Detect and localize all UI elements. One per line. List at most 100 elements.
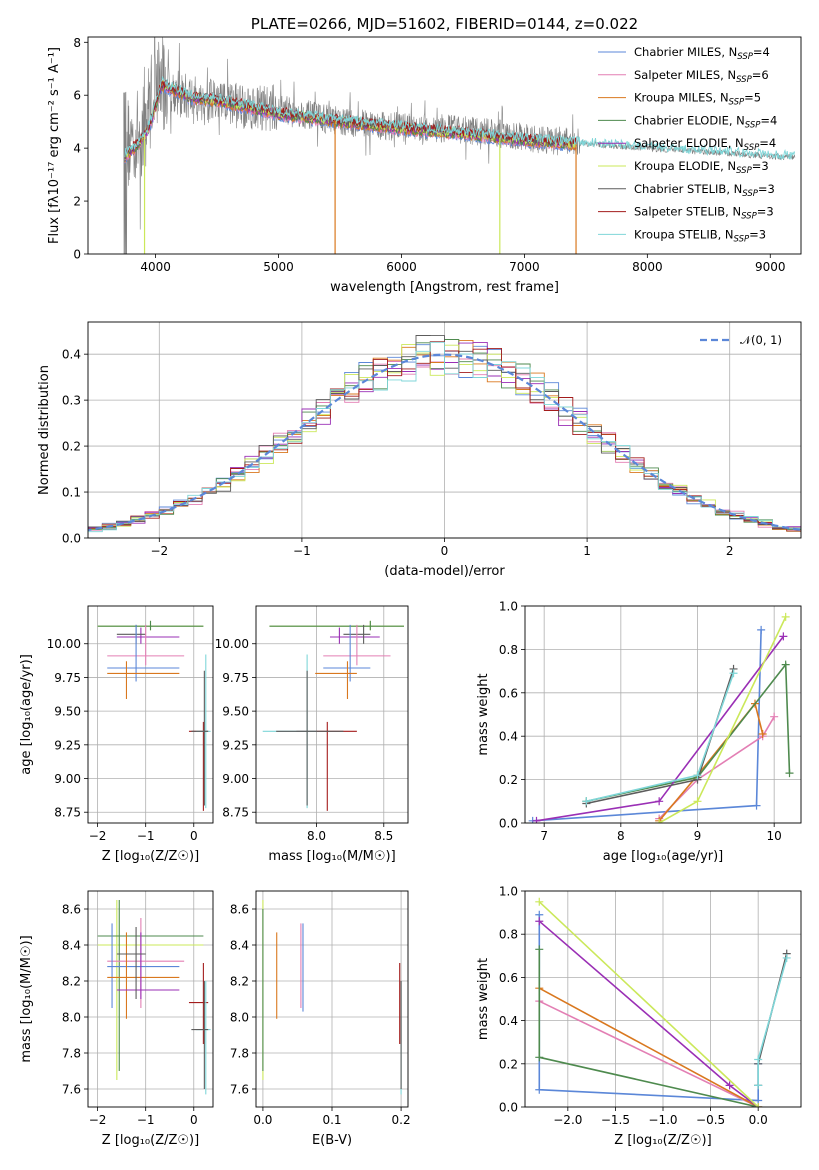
x-tick-label: 0 (190, 829, 198, 843)
weight-marker (535, 917, 544, 926)
y-tick-label: 0.3 (62, 394, 81, 408)
x-axis-label: Z [log₁₀(Z/Z☉)] (102, 1133, 199, 1148)
axes-frame (255, 605, 409, 824)
y-tick-label: 8.75 (222, 806, 249, 820)
axes-frame (524, 605, 802, 824)
x-tick-label: −2 (89, 829, 107, 843)
y-tick-label: 9.25 (222, 738, 249, 752)
x-tick-label: −0.5 (696, 1113, 725, 1127)
y-axis-label: mass [log₁₀(M/M☉)] (19, 935, 34, 1062)
x-tick-label: 8 (617, 829, 625, 843)
errorbar-point (323, 624, 371, 682)
legend: 𝒩(0, 1) (700, 333, 782, 347)
axes-frame (524, 890, 802, 1108)
y-tick-label: 7.8 (230, 1047, 249, 1061)
x-tick-label: 4000 (140, 260, 171, 274)
weight-marker (582, 797, 591, 806)
errorbar-point (315, 661, 357, 699)
legend-label: 𝒩(0, 1) (740, 333, 782, 347)
y-tick-label: 10.00 (215, 637, 249, 651)
plot-area (262, 620, 404, 811)
weight-marker (729, 669, 738, 678)
y-tick-label: 9.00 (222, 772, 249, 786)
y-tick-label: 1.0 (499, 885, 518, 899)
errorbar-point (116, 927, 146, 999)
errorbar-point (323, 624, 391, 666)
y-tick-label: 0.0 (62, 532, 81, 546)
weight-marker (770, 712, 779, 721)
weight-marker (779, 632, 788, 641)
weight-marker (781, 612, 790, 621)
axes-frame (87, 321, 802, 539)
legend-label: Chabrier ELODIE, NSSP=4 (634, 113, 777, 130)
x-tick-label: 0.0 (253, 1113, 272, 1127)
weight-marker (655, 819, 664, 823)
weight-marker (693, 771, 702, 780)
axes-frame (87, 605, 214, 824)
x-tick-label: −1.5 (601, 1113, 630, 1127)
x-tick-label: 7000 (509, 260, 540, 274)
y-tick-label: 0.0 (499, 1101, 518, 1115)
legend-label: Chabrier STELIB, NSSP=3 (634, 182, 775, 199)
y-tick-label: 7.8 (62, 1047, 81, 1061)
y-tick-label: 8.0 (230, 1011, 249, 1025)
y-tick-label: 8.6 (230, 903, 249, 917)
y-axis-label: Flux [fλ10⁻¹⁷ erg cm⁻² s⁻¹ A⁻¹] (47, 47, 62, 244)
errorbar-point (269, 620, 404, 631)
legend-label: Salpeter ELODIE, NSSP=4 (634, 136, 776, 153)
y-tick-label: 0.2 (499, 773, 518, 787)
x-axis-label: wavelength [Angstrom, rest frame] (330, 280, 559, 295)
x-axis-label: age [log₁₀(age/yr)] (603, 849, 724, 864)
weight-marker (535, 1085, 544, 1094)
x-axis-label: Z [log₁₀(Z/Z☉)] (102, 849, 199, 864)
errorbar-point (107, 661, 180, 699)
weight-marker (782, 953, 791, 962)
y-tick-label: 1.0 (499, 600, 518, 614)
legend-label: Salpeter MILES, NSSP=6 (634, 68, 769, 85)
plot-area (262, 900, 402, 1095)
x-tick-label: 10 (767, 829, 782, 843)
weight-line-4 (538, 920, 759, 1107)
panel-weight_vs_Z: −2.0 −1.5 −1.0 −0.5 0.0 0.0 0.2 0.4 0.6 0.8 1.0 Z [… (476, 885, 802, 1148)
y-tick-label: 8.2 (62, 975, 81, 989)
panel-mass_vs_Z: −2 −1 0 7.6 7.8 8.0 8.2 8.4 8.6 Z [log₁₀(Z/Z☉)] ma… (19, 890, 214, 1148)
weight-marker (781, 660, 790, 669)
axes-frame (255, 890, 409, 1108)
plot-area (88, 335, 801, 535)
y-tick-label: 8.75 (54, 806, 81, 820)
errorbar-point (188, 963, 209, 1044)
panel-residuals: −2 −1 0 1 2 0.0 0.1 0.2 0.3 0.4 (data-model)/error… (37, 321, 802, 579)
errorbar-point (97, 620, 204, 631)
axes-frame (87, 36, 802, 255)
x-tick-label: −1 (293, 544, 311, 558)
weight-marker (535, 897, 544, 906)
y-tick-label: 8 (73, 36, 81, 50)
y-tick-label: 0.8 (499, 928, 518, 942)
histogram-8 (88, 341, 801, 533)
weight-marker (655, 797, 664, 806)
model-spectrum-8 (124, 75, 796, 161)
plot-area (535, 897, 791, 1107)
x-tick-label: −1.0 (648, 1113, 677, 1127)
x-tick-label: −2 (150, 544, 168, 558)
axes-frame (87, 890, 214, 1108)
y-tick-label: 7.6 (62, 1083, 81, 1097)
x-tick-label: 0.1 (322, 1113, 341, 1127)
y-tick-label: 0 (73, 248, 81, 262)
errorbar-point (296, 721, 357, 811)
x-tick-label: 0.0 (749, 1113, 768, 1127)
y-axis-label: mass weight (476, 673, 491, 755)
y-tick-label: 0.6 (499, 686, 518, 700)
legend-label: Kroupa ELODIE, NSSP=3 (634, 159, 769, 176)
x-tick-label: 1 (583, 544, 591, 558)
weight-marker (758, 730, 767, 739)
y-tick-label: 8.2 (230, 975, 249, 989)
weight-marker (725, 1081, 734, 1090)
errorbar-point (116, 627, 180, 644)
y-tick-label: 9.00 (54, 772, 81, 786)
legend-label: Kroupa STELIB, NSSP=3 (634, 227, 766, 244)
y-tick-label: 2 (73, 195, 81, 209)
y-axis-label: mass weight (476, 958, 491, 1040)
y-tick-label: 8.4 (230, 939, 249, 953)
errorbar-point (191, 670, 209, 806)
